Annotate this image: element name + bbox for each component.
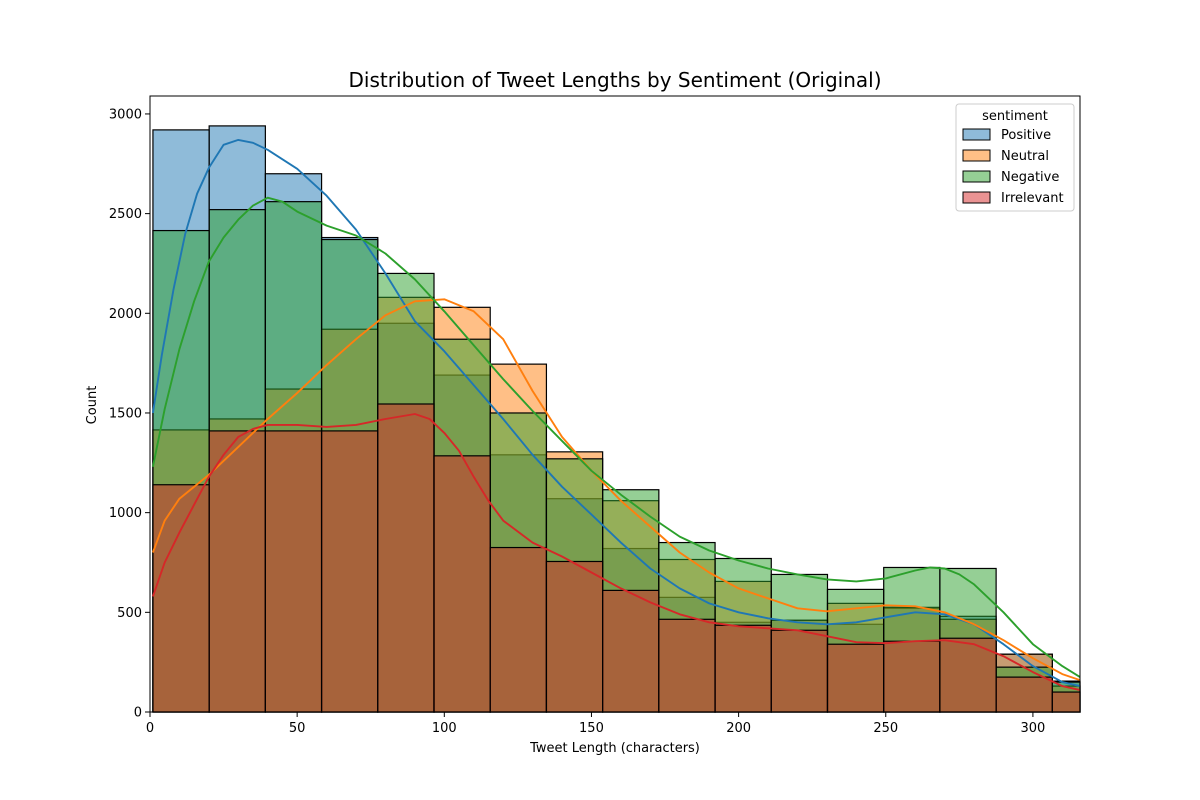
bar-irrelevant-5	[433, 455, 491, 713]
kde-line-positive	[151, 138, 1081, 688]
bar-irrelevant-13	[883, 640, 941, 713]
axes-frame	[149, 95, 1081, 713]
x-tick-label: 100	[432, 721, 457, 736]
legend-label-positive: Positive	[1001, 128, 1051, 143]
legend: sentiment Positive Neutral Negative Irrelev…	[955, 103, 1075, 212]
bar-irrelevant-14	[939, 637, 997, 713]
legend-label-irrelevant: Irrelevant	[1001, 191, 1064, 206]
y-tick-label: 1000	[109, 506, 142, 521]
x-tick-label: 200	[726, 721, 751, 736]
bar-irrelevant-10	[714, 624, 772, 713]
axes-layer: 0 50 100 150 200 250 3000500100015002000250030…	[109, 95, 1081, 736]
bar-irrelevant-6	[489, 546, 548, 713]
bars-layer	[152, 125, 1081, 713]
x-tick-label: 50	[289, 721, 306, 736]
legend-items: Positive Neutral Negative Irrelevant	[962, 128, 1064, 206]
bar-irrelevant-11	[770, 629, 829, 713]
bar-irrelevant-9	[658, 618, 716, 713]
bar-irrelevant-16	[1051, 691, 1081, 713]
legend-swatch-neutral	[962, 149, 991, 162]
y-axis-label: Count	[85, 386, 100, 425]
y-tick-label: 3000	[109, 107, 142, 122]
x-axis-label: Tweet Length (characters)	[529, 741, 700, 756]
y-tick-label: 2500	[109, 207, 142, 222]
kde-layer	[151, 138, 1081, 692]
legend-label-negative: Negative	[1001, 170, 1059, 185]
bar-irrelevant-4	[377, 403, 435, 713]
y-tick-label: 500	[117, 606, 142, 621]
kde-line-irrelevant	[152, 413, 1081, 692]
y-tick-label: 0	[134, 706, 142, 721]
legend-title: sentiment	[982, 109, 1048, 124]
kde-line-neutral	[152, 298, 1081, 681]
chart-title: Distribution of Tweet Lengths by Sentime…	[349, 68, 882, 92]
x-tick-label: 300	[1020, 721, 1045, 736]
x-tick-label: 250	[873, 721, 898, 736]
bar-irrelevant-8	[602, 589, 660, 713]
legend-swatch-negative	[962, 170, 991, 183]
x-tick-label: 150	[579, 721, 604, 736]
bar-irrelevant-15	[995, 676, 1053, 713]
y-tick-label: 2000	[109, 307, 142, 322]
kde-line-negative	[151, 196, 1081, 678]
legend-label-neutral: Neutral	[1001, 149, 1049, 164]
legend-swatch-positive	[962, 128, 991, 141]
bar-irrelevant-3	[320, 430, 379, 713]
bar-irrelevant-7	[545, 560, 604, 713]
x-tick-label: 0	[146, 721, 154, 736]
bar-irrelevant-0	[152, 484, 210, 713]
y-tick-label: 1500	[109, 406, 142, 421]
bar-irrelevant-1	[208, 430, 266, 713]
bar-irrelevant-2	[264, 430, 323, 713]
bar-irrelevant-12	[826, 643, 885, 713]
legend-swatch-irrelevant	[962, 191, 991, 204]
